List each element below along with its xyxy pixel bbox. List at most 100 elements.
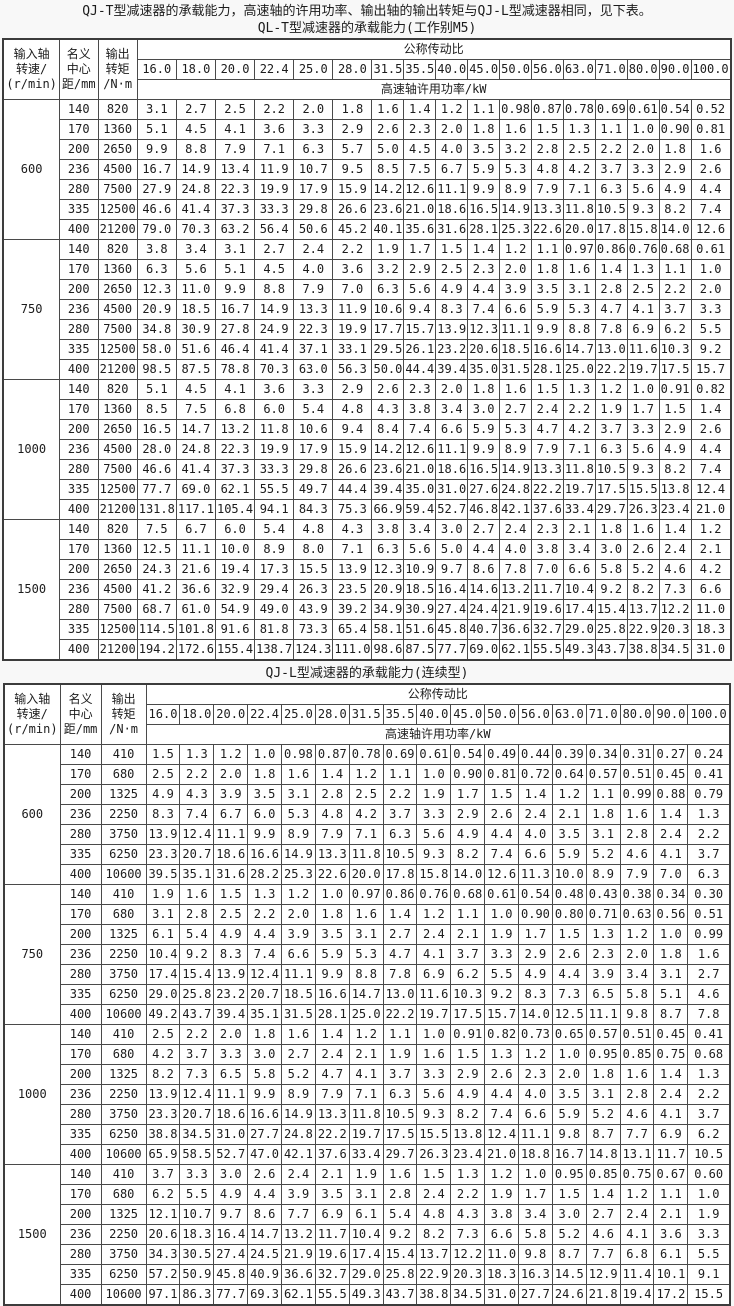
power-value-cell: 1.1 [585, 784, 621, 805]
center-distance-cell: 280 [59, 964, 102, 985]
output-torque-cell: 12500 [97, 479, 138, 500]
table-row: 170 680 3.1 2.8 2.5 2.2 2.0 1.8 1.6 1.4 1.2 1.1 1.0 0… [4, 904, 731, 925]
center-distance-cell: 140 [58, 239, 99, 260]
power-value-cell: 3.1 [585, 1084, 621, 1105]
output-torque-cell: 7500 [97, 319, 138, 340]
power-value-cell: 1.3 [687, 1064, 731, 1085]
power-value-cell: 2.5 [562, 139, 596, 160]
power-value-cell: 8.9 [499, 179, 532, 200]
power-value-cell: 3.1 [348, 924, 384, 945]
power-value-cell: 38.8 [626, 639, 660, 661]
power-value-cell: 4.2 [562, 159, 596, 180]
power-value-cell: 2.2 [179, 764, 215, 785]
power-value-cell: 17.4 [562, 599, 596, 620]
center-distance-cell: 236 [59, 804, 102, 825]
power-value-cell: 13.9 [213, 964, 249, 985]
power-value-cell: 37.6 [531, 499, 564, 520]
power-value-cell: 22.3 [214, 179, 256, 200]
output-torque-cell: 410 [100, 1024, 147, 1045]
power-value-cell: 30.9 [175, 319, 216, 340]
power-value-cell: 13.3 [531, 199, 564, 220]
output-torque-cell: 10600 [100, 1004, 147, 1025]
power-value-cell: 11.7 [314, 1224, 350, 1245]
power-value-cell: 9.9 [467, 179, 501, 200]
power-value-cell: 6.6 [518, 1104, 553, 1125]
power-value-cell: 23.2 [213, 984, 249, 1005]
power-value-cell: 11.6 [626, 339, 660, 360]
power-value-cell: 0.27 [653, 744, 689, 765]
power-value-cell: 65.4 [332, 619, 373, 640]
power-value-cell: 9.3 [416, 844, 452, 865]
power-value-cell: 11.1 [435, 439, 469, 460]
power-value-cell: 49.3 [562, 639, 596, 661]
power-value-cell: 0.61 [690, 239, 732, 260]
power-value-cell: 6.3 [594, 439, 628, 460]
power-value-cell: 9.9 [136, 139, 177, 160]
power-value-cell: 41.2 [136, 579, 177, 600]
power-value-cell: 21.0 [403, 199, 437, 220]
power-value-cell: 4.0 [499, 539, 532, 560]
power-value-cell: 15.7 [484, 1004, 520, 1025]
center-distance-cell: 280 [58, 599, 99, 620]
power-value-cell: 11.1 [518, 1124, 553, 1145]
power-value-cell: 46.6 [136, 199, 177, 220]
power-value-cell: 11.8 [254, 419, 295, 440]
power-value-cell: 0.90 [518, 904, 553, 925]
input-speed-cell: 600 [3, 744, 61, 885]
power-value-cell: 11.8 [348, 1104, 384, 1125]
table-row: 236 2250 13.9 12.4 11.1 9.9 8.9 7.9 7.1 6.3 5.6 4.9… [4, 1084, 731, 1105]
power-value-cell: 16.6 [247, 844, 283, 865]
power-value-cell: 15.9 [332, 179, 373, 200]
power-value-cell: 2.3 [403, 379, 437, 400]
output-torque-cell: 2250 [100, 1224, 147, 1245]
power-value-cell: 28.1 [531, 359, 564, 380]
input-speed-header: 输入轴 转速/ (r/min) [3, 683, 61, 745]
center-distance-cell: 335 [58, 479, 99, 500]
power-value-cell: 1.0 [484, 904, 520, 925]
power-value-cell: 0.39 [551, 744, 587, 765]
table-row: 400 10600 49.2 43.7 39.4 35.1 31.5 28.1 25.0 22.2… [4, 1004, 731, 1025]
output-torque-cell: 820 [97, 239, 138, 260]
power-value-cell: 56.3 [332, 359, 373, 380]
power-value-cell: 5.1 [136, 379, 177, 400]
table-row: 236 4500 28.0 24.8 22.3 19.9 17.9 15.9 14.2 12.6 1… [3, 439, 732, 460]
power-value-cell: 4.9 [658, 439, 692, 460]
power-value-cell: 1.2 [518, 1044, 553, 1065]
power-value-cell: 54.9 [214, 599, 256, 620]
center-distance-cell: 140 [59, 1164, 102, 1185]
center-distance-cell: 280 [58, 459, 99, 480]
table-row: 170 1360 6.3 5.6 5.1 4.5 4.0 3.6 3.2 2.9 2.5 2.3 2.0… [3, 259, 732, 280]
power-value-cell: 15.7 [403, 319, 437, 340]
power-value-cell: 29.7 [382, 1144, 418, 1165]
power-value-cell: 0.98 [499, 99, 532, 120]
power-value-cell: 3.1 [562, 279, 596, 300]
power-value-cell: 10.5 [382, 1104, 418, 1125]
power-value-cell: 3.7 [594, 419, 628, 440]
power-value-cell: 1.6 [281, 764, 316, 785]
power-value-cell: 31.6 [213, 864, 249, 885]
input-speed-cell: 1000 [2, 379, 60, 520]
power-value-cell: 4.0 [435, 139, 469, 160]
input-speed-cell: 750 [3, 884, 61, 1025]
input-speed-cell: 1000 [3, 1024, 61, 1165]
power-value-cell: 8.2 [626, 579, 660, 600]
power-value-cell: 49.2 [145, 1004, 181, 1025]
power-value-cell: 2.2 [382, 784, 418, 805]
power-value-cell: 1.8 [247, 1024, 283, 1045]
power-value-cell: 1.8 [467, 379, 501, 400]
power-value-cell: 9.7 [435, 559, 469, 580]
power-value-cell: 8.2 [416, 1224, 452, 1245]
power-value-cell: 77.7 [213, 1284, 249, 1306]
power-value-cell: 6.2 [687, 1124, 731, 1145]
power-value-cell: 4.4 [467, 539, 501, 560]
center-distance-cell: 400 [59, 1144, 102, 1165]
power-value-cell: 4.7 [594, 299, 628, 320]
power-value-cell: 5.5 [484, 964, 520, 985]
power-value-cell: 14.9 [254, 299, 295, 320]
power-value-cell: 1.5 [435, 239, 469, 260]
power-value-cell: 5.1 [136, 119, 177, 140]
power-value-cell: 20.7 [247, 984, 283, 1005]
power-value-cell: 12.4 [179, 824, 215, 845]
power-value-cell: 3.1 [214, 239, 256, 260]
power-value-cell: 1.9 [382, 1044, 418, 1065]
